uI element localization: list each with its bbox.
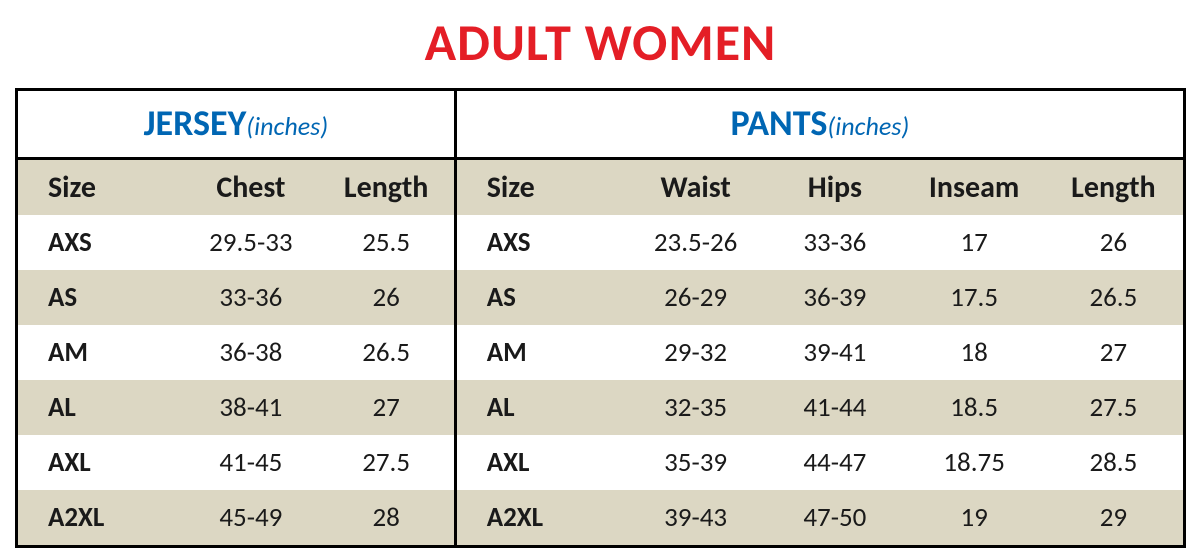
pants-waist: 29-32 (626, 336, 765, 369)
pants-length: 29 (1044, 501, 1183, 534)
pants-waist: 26-29 (626, 281, 765, 314)
jersey-chest: 41-45 (183, 446, 318, 479)
table-row: AL 38-41 27 (18, 380, 454, 435)
pants-col-hips: Hips (765, 169, 904, 206)
pants-col-size: Size (457, 169, 626, 206)
pants-size: AXL (457, 446, 626, 479)
page-title: ADULT WOMEN (15, 10, 1186, 74)
size-chart-table: JERSEY(inches) Size Chest Length AXS 29.… (15, 88, 1186, 548)
table-row: AXS 29.5-33 25.5 (18, 215, 454, 270)
pants-size: A2XL (457, 501, 626, 534)
jersey-length: 27 (319, 391, 454, 424)
pants-inseam: 18.5 (905, 391, 1044, 424)
pants-hips: 41-44 (765, 391, 904, 424)
pants-inseam: 18.75 (905, 446, 1044, 479)
pants-hips: 47-50 (765, 501, 904, 534)
pants-size: AM (457, 336, 626, 369)
jersey-length: 26 (319, 281, 454, 314)
jersey-col-size: Size (18, 169, 183, 206)
pants-waist: 32-35 (626, 391, 765, 424)
pants-hips: 33-36 (765, 226, 904, 259)
table-row: AXS 23.5-26 33-36 17 26 (457, 215, 1183, 270)
table-row: AXL 41-45 27.5 (18, 435, 454, 490)
table-row: A2XL 45-49 28 (18, 490, 454, 545)
jersey-name: JERSEY (144, 101, 247, 145)
pants-inseam: 17 (905, 226, 1044, 259)
table-row: AXL 35-39 44-47 18.75 28.5 (457, 435, 1183, 490)
pants-col-length: Length (1044, 169, 1183, 206)
pants-inseam: 18 (905, 336, 1044, 369)
jersey-chest: 38-41 (183, 391, 318, 424)
jersey-length: 25.5 (319, 226, 454, 259)
pants-col-inseam: Inseam (905, 169, 1044, 206)
pants-size: AXS (457, 226, 626, 259)
pants-unit: (inches) (827, 110, 909, 142)
pants-inseam: 17.5 (905, 281, 1044, 314)
jersey-size: AXS (18, 226, 183, 259)
table-row: AL 32-35 41-44 18.5 27.5 (457, 380, 1183, 435)
table-row: AM 36-38 26.5 (18, 325, 454, 380)
pants-hips: 44-47 (765, 446, 904, 479)
table-row: AM 29-32 39-41 18 27 (457, 325, 1183, 380)
jersey-chest: 29.5-33 (183, 226, 318, 259)
jersey-chest: 36-38 (183, 336, 318, 369)
pants-size: AS (457, 281, 626, 314)
pants-size: AL (457, 391, 626, 424)
pants-waist: 35-39 (626, 446, 765, 479)
jersey-size: AL (18, 391, 183, 424)
jersey-length: 27.5 (319, 446, 454, 479)
table-row: AS 26-29 36-39 17.5 26.5 (457, 270, 1183, 325)
jersey-length: 26.5 (319, 336, 454, 369)
jersey-chest: 45-49 (183, 501, 318, 534)
jersey-section: JERSEY(inches) Size Chest Length AXS 29.… (18, 91, 457, 545)
jersey-chest: 33-36 (183, 281, 318, 314)
jersey-size: AM (18, 336, 183, 369)
jersey-length: 28 (319, 501, 454, 534)
pants-length: 26.5 (1044, 281, 1183, 314)
pants-length: 28.5 (1044, 446, 1183, 479)
jersey-col-chest: Chest (183, 169, 318, 206)
pants-length: 27 (1044, 336, 1183, 369)
pants-waist: 23.5-26 (626, 226, 765, 259)
pants-name: PANTS (731, 101, 828, 145)
pants-hips: 39-41 (765, 336, 904, 369)
pants-length: 26 (1044, 226, 1183, 259)
jersey-col-length: Length (319, 169, 454, 206)
jersey-unit: (inches) (246, 110, 328, 142)
pants-hips: 36-39 (765, 281, 904, 314)
jersey-header: JERSEY(inches) (18, 91, 454, 160)
pants-length: 27.5 (1044, 391, 1183, 424)
pants-column-header: Size Waist Hips Inseam Length (457, 160, 1183, 215)
table-row: A2XL 39-43 47-50 19 29 (457, 490, 1183, 545)
pants-col-waist: Waist (626, 169, 765, 206)
jersey-column-header: Size Chest Length (18, 160, 454, 215)
jersey-size: AXL (18, 446, 183, 479)
table-row: AS 33-36 26 (18, 270, 454, 325)
jersey-size: A2XL (18, 501, 183, 534)
pants-waist: 39-43 (626, 501, 765, 534)
pants-section: PANTS(inches) Size Waist Hips Inseam Len… (457, 91, 1183, 545)
pants-inseam: 19 (905, 501, 1044, 534)
jersey-size: AS (18, 281, 183, 314)
pants-header: PANTS(inches) (457, 91, 1183, 160)
